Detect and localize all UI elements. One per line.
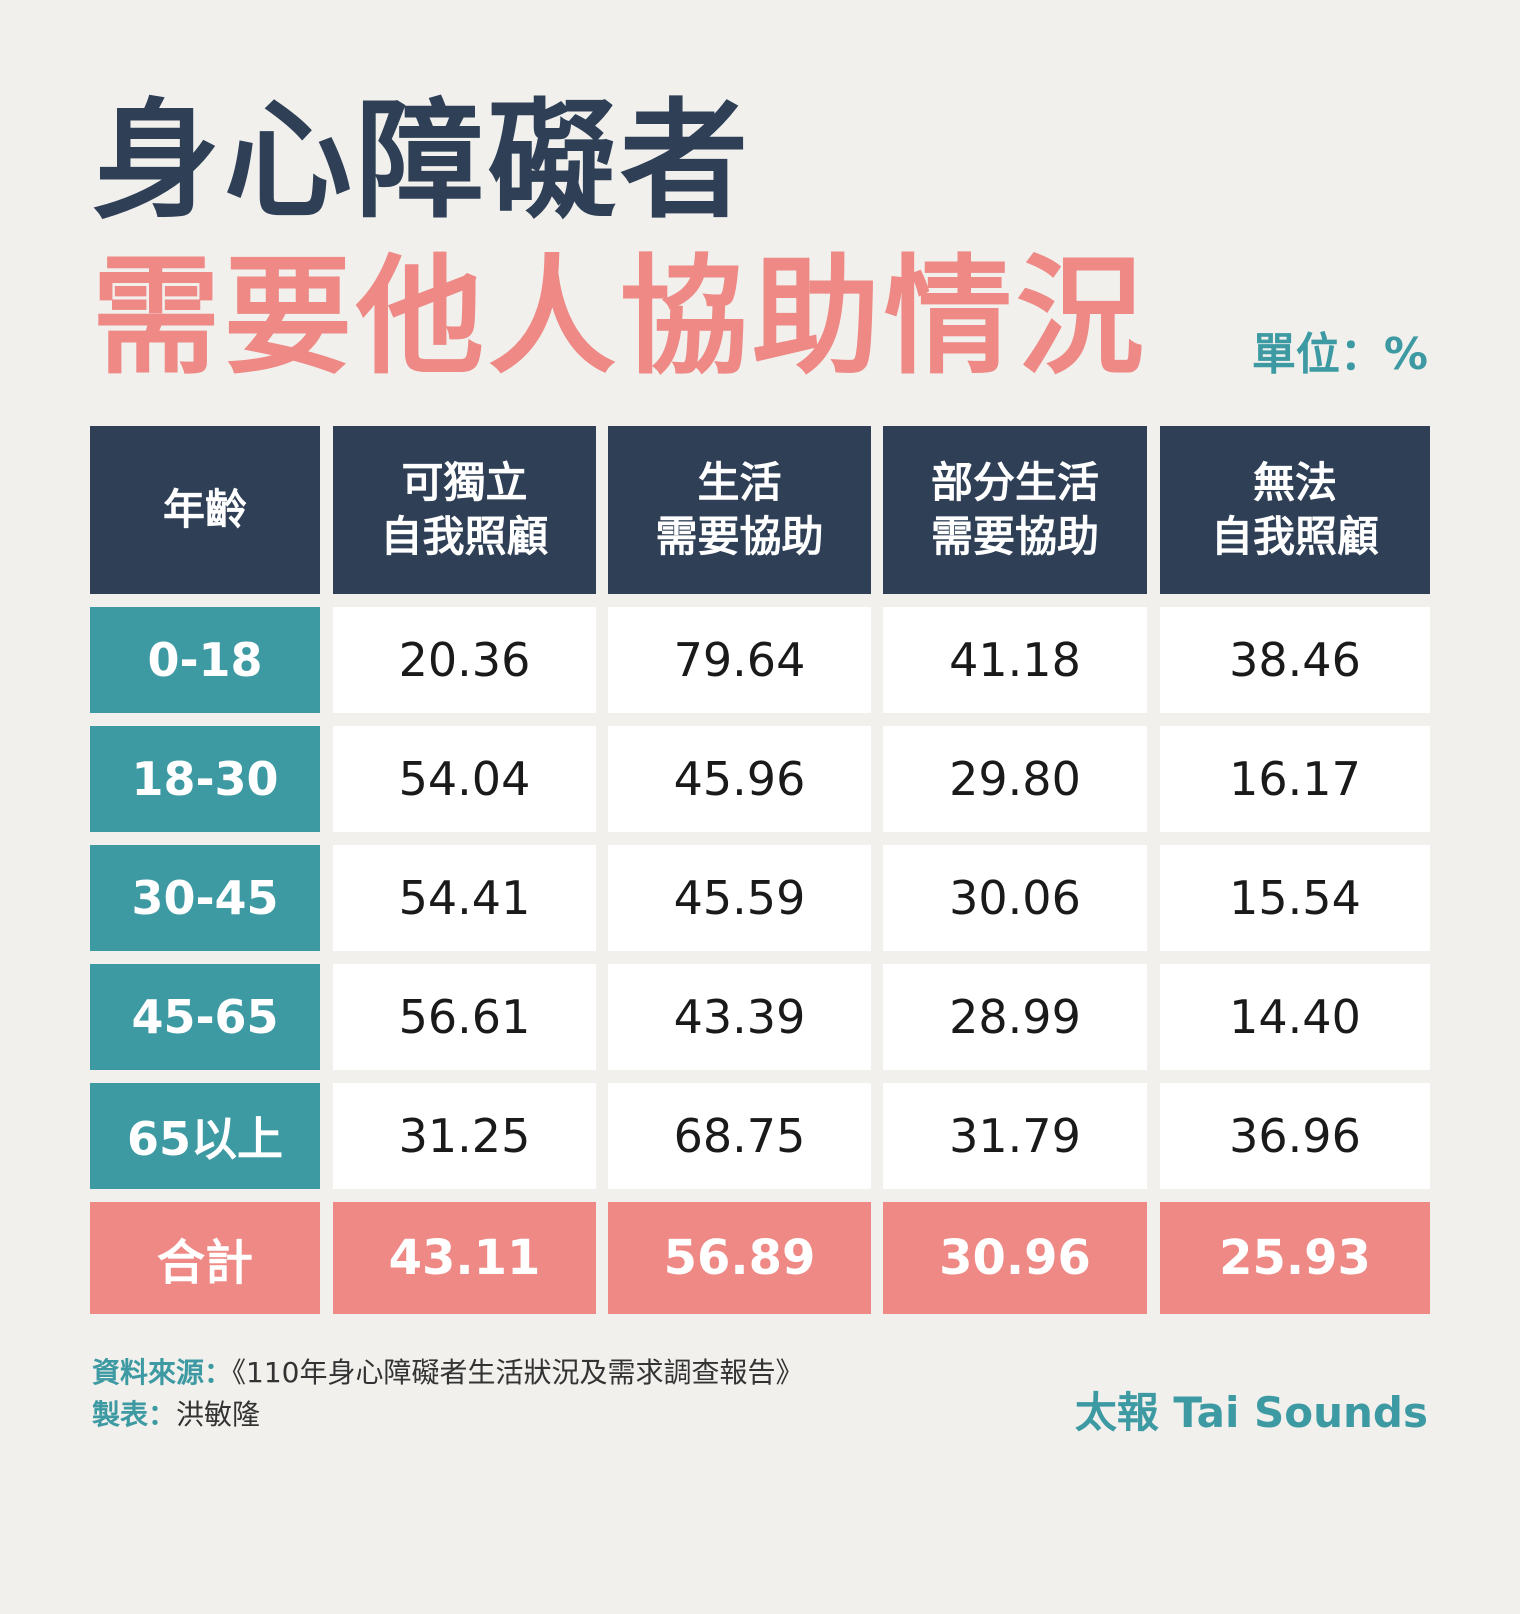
- value-cell: 79.64: [608, 607, 871, 713]
- column-header-line: 年齡: [162, 485, 247, 534]
- value-cell: 38.46: [1160, 607, 1430, 713]
- column-header-line: 部分生活: [930, 458, 1099, 507]
- column-header: 部分生活 需要協助: [883, 426, 1147, 594]
- value-cell: 20.36: [333, 607, 596, 713]
- value-cell: 36.96: [1160, 1083, 1430, 1189]
- footer: 資料來源：《110年身心障礙者生活狀況及需求調查報告》 製表：洪敏隆: [92, 1352, 803, 1436]
- column-header: 年齡: [90, 426, 320, 594]
- value-cell: 30.06: [883, 845, 1147, 951]
- column-header-line: 可獨立: [401, 458, 528, 507]
- value-cell: 16.17: [1160, 726, 1430, 832]
- age-cell: 45-65: [90, 964, 320, 1070]
- source-label: 資料來源：: [92, 1356, 233, 1389]
- page-subtitle: 需要他人協助情況: [92, 243, 1149, 392]
- value-cell: 43.39: [608, 964, 871, 1070]
- total-value-cell: 25.93: [1160, 1202, 1430, 1314]
- column-header-label: 部分生活 需要協助: [931, 456, 1099, 564]
- page-title: 身心障礙者: [92, 87, 753, 236]
- value-cell: 31.25: [333, 1083, 596, 1189]
- value-cell: 68.75: [608, 1083, 871, 1189]
- age-cell: 30-45: [90, 845, 320, 951]
- column-header: 無法 自我照顧: [1160, 426, 1430, 594]
- value-cell: 15.54: [1160, 845, 1430, 951]
- value-cell: 14.40: [1160, 964, 1430, 1070]
- maker-line: 製表：洪敏隆: [92, 1394, 803, 1436]
- total-value-cell: 43.11: [333, 1202, 596, 1314]
- value-cell: 45.59: [608, 845, 871, 951]
- maker-label: 製表：: [92, 1398, 177, 1431]
- source-text: 《110年身心障礙者生活狀況及需求調查報告》: [232, 1356, 804, 1389]
- value-cell: 31.79: [883, 1083, 1147, 1189]
- column-header: 生活 需要協助: [608, 426, 871, 594]
- unit-label: 單位：%: [1251, 329, 1428, 380]
- age-cell: 65以上: [90, 1083, 320, 1189]
- column-header-line: 需要協助: [655, 512, 824, 561]
- column-header-line: 自我照顧: [1210, 512, 1379, 561]
- total-label-cell: 合計: [90, 1202, 320, 1314]
- value-cell: 54.41: [333, 845, 596, 951]
- column-header: 可獨立 自我照顧: [333, 426, 596, 594]
- column-header-label: 生活 需要協助: [655, 456, 823, 564]
- brand-logo: 太報 Tai Sounds: [1074, 1388, 1428, 1437]
- column-header-line: 需要協助: [930, 512, 1099, 561]
- column-header-line: 自我照顧: [380, 512, 549, 561]
- column-header-line: 生活: [697, 458, 782, 507]
- age-cell: 0-18: [90, 607, 320, 713]
- age-cell: 18-30: [90, 726, 320, 832]
- value-cell: 54.04: [333, 726, 596, 832]
- value-cell: 45.96: [608, 726, 871, 832]
- maker-text: 洪敏隆: [176, 1398, 261, 1431]
- value-cell: 41.18: [883, 607, 1147, 713]
- source-line: 資料來源：《110年身心障礙者生活狀況及需求調查報告》: [92, 1352, 803, 1394]
- value-cell: 28.99: [883, 964, 1147, 1070]
- total-value-cell: 56.89: [608, 1202, 871, 1314]
- column-header-label: 無法 自我照顧: [1211, 456, 1379, 564]
- column-header-label: 年齡: [163, 483, 247, 537]
- column-header-label: 可獨立 自我照顧: [380, 456, 548, 564]
- data-table: 年齡 可獨立 自我照顧 生活 需要協助 部分生活 需要協助 無法 自我照顧 0-18 20.36 79…: [90, 426, 1430, 1614]
- column-header-line: 無法: [1252, 458, 1337, 507]
- value-cell: 29.80: [883, 726, 1147, 832]
- total-value-cell: 30.96: [883, 1202, 1147, 1314]
- value-cell: 56.61: [333, 964, 596, 1070]
